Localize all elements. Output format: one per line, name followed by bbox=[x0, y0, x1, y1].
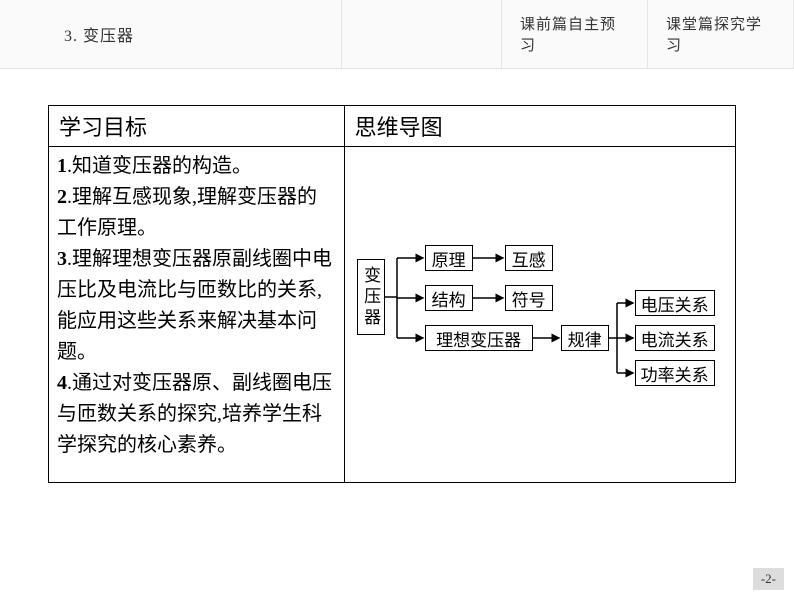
header-mindmap: 思维导图 bbox=[344, 106, 735, 147]
header-objectives: 学习目标 bbox=[49, 106, 345, 147]
node-b2: 结构 bbox=[425, 285, 473, 311]
tab-preview[interactable]: 课前篇自主预习 bbox=[502, 0, 648, 68]
node-b3: 理想变压器 bbox=[425, 325, 533, 351]
objective-1: 1.知道变压器的构造。 bbox=[57, 151, 336, 182]
page-number: -2- bbox=[753, 568, 784, 590]
page-header: 3. 变压器 课前篇自主预习 课堂篇探究学习 bbox=[0, 0, 794, 69]
objective-3: 3.理解理想变压器原副线圈中电压比及电流比与匝数比的关系,能应用这些关系来解决基… bbox=[57, 244, 336, 368]
objective-2: 2.理解互感现象,理解变压器的工作原理。 bbox=[57, 182, 336, 244]
node-b1: 原理 bbox=[425, 245, 473, 271]
node-d1: 规律 bbox=[561, 325, 609, 351]
header-spacer bbox=[342, 0, 502, 68]
node-e3: 功率关系 bbox=[635, 360, 715, 386]
node-c1: 互感 bbox=[505, 245, 553, 271]
main-table: 学习目标 思维导图 1.知道变压器的构造。 2.理解互感现象,理解变压器的工作原… bbox=[48, 105, 736, 483]
node-e2: 电流关系 bbox=[635, 325, 715, 351]
node-e1: 电压关系 bbox=[635, 290, 715, 316]
node-c2: 符号 bbox=[505, 285, 553, 311]
tab-explore[interactable]: 课堂篇探究学习 bbox=[648, 0, 794, 68]
objectives-cell: 1.知道变压器的构造。 2.理解互感现象,理解变压器的工作原理。 3.理解理想变… bbox=[49, 147, 345, 483]
objective-4: 4.通过对变压器原、副线圈电压与匝数关系的探究,培养学生科学探究的核心素养。 bbox=[57, 368, 336, 461]
section-title: 3. 变压器 bbox=[0, 0, 342, 68]
mindmap-cell: 变压器 原理结构理想变压器 互感符号规律电压关系电流关系功率关系 bbox=[344, 147, 735, 483]
node-root: 变压器 bbox=[357, 259, 385, 335]
